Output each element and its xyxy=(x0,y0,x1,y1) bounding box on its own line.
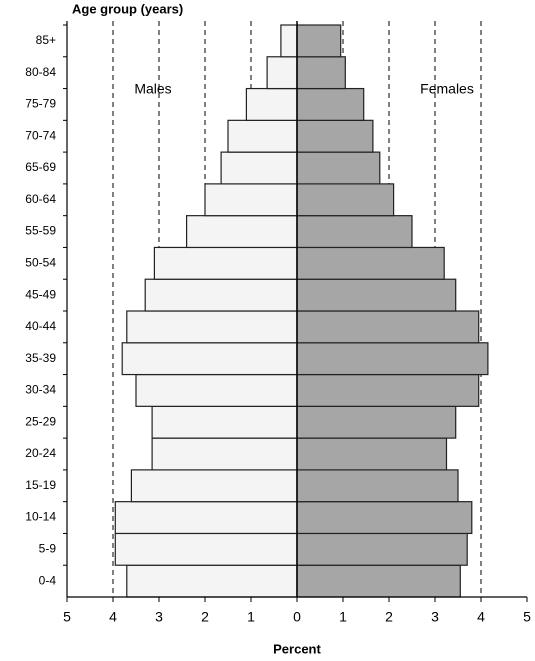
x-tick-label: 5 xyxy=(523,609,531,625)
bar xyxy=(220,151,298,185)
bar xyxy=(151,437,298,471)
bar xyxy=(296,246,445,280)
bar xyxy=(296,151,381,185)
x-tick-label: 2 xyxy=(385,609,393,625)
series-label: Females xyxy=(420,81,474,97)
bar xyxy=(296,87,365,121)
y-tick-label: 55-59 xyxy=(25,224,56,238)
y-tick-label: 75-79 xyxy=(25,97,56,111)
y-tick-label: 35-39 xyxy=(25,351,56,365)
x-tick-label: 4 xyxy=(109,609,117,625)
bar xyxy=(296,119,374,153)
x-tick-label: 4 xyxy=(477,609,485,625)
bar xyxy=(204,183,298,217)
bar xyxy=(121,342,298,376)
bar xyxy=(296,215,413,249)
bar xyxy=(130,469,298,503)
chart-title: Age group (years) xyxy=(72,1,183,16)
y-tick-label: 60-64 xyxy=(25,192,56,206)
x-axis-label: Percent xyxy=(273,641,321,656)
bar xyxy=(296,501,473,535)
x-tick-label: 3 xyxy=(431,609,439,625)
bar xyxy=(296,183,395,217)
bar xyxy=(296,532,468,566)
bar xyxy=(296,405,457,439)
bar xyxy=(266,56,298,90)
y-tick-label: 50-54 xyxy=(25,256,56,270)
y-tick-label: 10-14 xyxy=(25,510,56,524)
x-tick-label: 5 xyxy=(63,609,71,625)
bar xyxy=(114,532,298,566)
bar xyxy=(296,24,342,58)
bar xyxy=(296,373,480,407)
bar xyxy=(114,501,298,535)
bar xyxy=(296,310,480,344)
y-tick-label: 85+ xyxy=(36,33,56,47)
x-tick-label: 1 xyxy=(247,609,255,625)
bar xyxy=(296,278,457,312)
y-tick-label: 40-44 xyxy=(25,319,56,333)
bar xyxy=(296,342,489,376)
y-tick-label: 30-34 xyxy=(25,383,56,397)
x-tick-label: 3 xyxy=(155,609,163,625)
x-tick-label: 1 xyxy=(339,609,347,625)
bar xyxy=(245,87,298,121)
series-label: Males xyxy=(134,81,171,97)
y-tick-label: 25-29 xyxy=(25,414,56,428)
bar xyxy=(126,310,298,344)
bar xyxy=(186,215,298,249)
y-tick-label: 70-74 xyxy=(25,128,56,142)
bar xyxy=(135,373,298,407)
bar xyxy=(151,405,298,439)
x-tick-label: 2 xyxy=(201,609,209,625)
bar xyxy=(126,564,298,598)
y-tick-label: 20-24 xyxy=(25,446,56,460)
bar xyxy=(144,278,298,312)
bar xyxy=(296,564,461,598)
bar xyxy=(153,246,298,280)
y-tick-label: 15-19 xyxy=(25,478,56,492)
bar xyxy=(280,24,298,58)
y-tick-label: 65-69 xyxy=(25,160,56,174)
y-tick-label: 80-84 xyxy=(25,65,56,79)
x-tick-label: 0 xyxy=(293,609,301,625)
bar xyxy=(296,56,346,90)
y-tick-label: 45-49 xyxy=(25,287,56,301)
y-tick-label: 5-9 xyxy=(39,542,57,556)
bar xyxy=(227,119,298,153)
bar xyxy=(296,437,448,471)
y-tick-label: 0-4 xyxy=(39,573,57,587)
bar xyxy=(296,469,459,503)
